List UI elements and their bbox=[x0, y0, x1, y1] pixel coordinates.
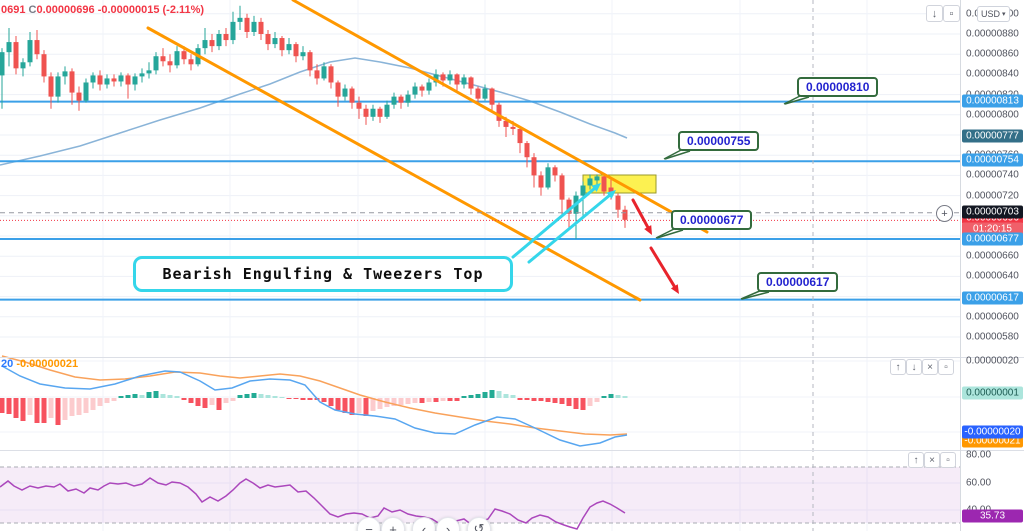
price-badge: 0.00000777 bbox=[962, 129, 1023, 143]
price-callout-label[interactable]: 0.00000677 bbox=[671, 210, 753, 230]
price-tick: 0.00000880 bbox=[966, 28, 1019, 40]
rsi-tick: 80.00 bbox=[966, 449, 992, 461]
symbol-legend[interactable]: 0691 C0.00000696 -0.00000015 (-2.11%) bbox=[1, 4, 204, 16]
rsi-band bbox=[0, 466, 960, 524]
rsi-line bbox=[0, 477, 626, 530]
ma-curve bbox=[0, 57, 628, 166]
price-badge: 35.73 bbox=[962, 509, 1023, 523]
crosshair-plus-icon[interactable]: + bbox=[936, 205, 953, 222]
rsi-tick: 60.00 bbox=[966, 477, 992, 489]
cyan-pointer-arrows bbox=[511, 183, 616, 264]
bearish-direction-arrows bbox=[631, 198, 679, 294]
price-badge: -0.00000020 bbox=[962, 425, 1023, 439]
price-tick: 0.00000660 bbox=[966, 250, 1019, 262]
macd-value-1: 20 bbox=[1, 358, 14, 370]
currency-label: USD bbox=[981, 9, 1001, 19]
chevron-down-icon: ▾ bbox=[1002, 11, 1006, 18]
bar-countdown: 01:20:15 bbox=[962, 222, 1023, 236]
price-callout-label[interactable]: 0.00000810 bbox=[797, 77, 879, 97]
price-tick: 0.00000840 bbox=[966, 68, 1019, 80]
price-badge: 0.00000813 bbox=[962, 94, 1023, 108]
price-badge: 0.00000677 bbox=[962, 232, 1023, 246]
legend-change: -0.00000015 (-2.11%) bbox=[97, 4, 205, 16]
price-axis[interactable]: USD▾ 0.000009000.000008800.000008600.000… bbox=[960, 0, 1024, 531]
macd-layer bbox=[0, 355, 628, 447]
legend-close-value: 0.00000696 bbox=[36, 4, 95, 16]
macd-legend[interactable]: 20 -0.00000021 bbox=[1, 358, 78, 370]
price-tick: 0.00000640 bbox=[966, 270, 1019, 282]
price-tick: 0.00000740 bbox=[966, 169, 1019, 181]
price-badge: 0.00000617 bbox=[962, 291, 1023, 305]
close-button[interactable]: × bbox=[924, 452, 940, 468]
price-callout-label[interactable]: 0.00000617 bbox=[757, 272, 839, 292]
pattern-annotation-label[interactable]: Bearish Engulfing & Tweezers Top bbox=[133, 256, 513, 292]
price-badge: 0.00000754 bbox=[962, 153, 1023, 167]
price-tick: 0.00000800 bbox=[966, 109, 1019, 121]
crosshair-price-badge: 0.00000703 bbox=[962, 205, 1023, 219]
maximize-button[interactable]: ▫ bbox=[943, 5, 960, 22]
up-button[interactable]: ↑ bbox=[890, 359, 906, 375]
close-button[interactable]: × bbox=[922, 359, 938, 375]
support-resistance-lines bbox=[0, 100, 960, 301]
legend-low: 0691 bbox=[1, 4, 26, 16]
price-tick: 0.00000720 bbox=[966, 190, 1019, 202]
macd-tick: 0.00000020 bbox=[966, 355, 1019, 367]
macd-value-2: -0.00000021 bbox=[16, 358, 79, 370]
trend-channel bbox=[146, 0, 709, 302]
down-button[interactable]: ↓ bbox=[926, 5, 943, 22]
down-button[interactable]: ↓ bbox=[906, 359, 922, 375]
maximize-button[interactable]: ▫ bbox=[940, 452, 956, 468]
price-callout-label[interactable]: 0.00000755 bbox=[678, 131, 760, 151]
currency-selector[interactable]: USD ▾ bbox=[977, 6, 1010, 22]
legend-close-label: C bbox=[28, 4, 37, 16]
price-tick: 0.00000580 bbox=[966, 331, 1019, 343]
price-tick: 0.00000860 bbox=[966, 48, 1019, 60]
price-badge: 0.00000001 bbox=[962, 386, 1023, 400]
price-tick: 0.00000600 bbox=[966, 311, 1019, 323]
candles-layer bbox=[0, 5, 628, 240]
maximize-button[interactable]: ▫ bbox=[938, 359, 954, 375]
up-button[interactable]: ↑ bbox=[908, 452, 924, 468]
callout-tails bbox=[655, 94, 810, 300]
